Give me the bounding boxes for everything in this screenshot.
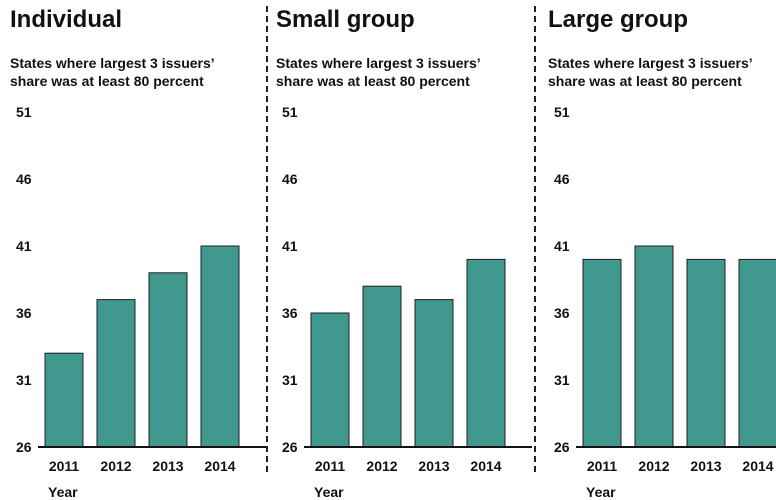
bar-2013	[414, 299, 454, 448]
x-tick-label: 2012	[638, 458, 669, 474]
chart-panel: Small group States where largest 3 issuer…	[276, 0, 532, 500]
y-tick-label: 46	[16, 171, 32, 187]
bar-chart: 26 31 36 41 46 51 2011 2012 2013 2014 Year	[16, 104, 266, 500]
y-tick-label: 41	[16, 238, 32, 254]
bar-chart: 26 31 36 41 46 51 2011 2012 2013 2014 Year	[554, 104, 776, 500]
x-tick-label: 2014	[204, 458, 235, 474]
x-tick-label: 2011	[587, 458, 618, 474]
x-tick-label: 2013	[418, 458, 449, 474]
bar-2013	[686, 258, 726, 448]
bar-2014	[466, 258, 506, 448]
y-tick-label: 26	[16, 439, 32, 455]
y-tick-label: 36	[554, 305, 570, 321]
panel-title: Small group	[276, 6, 415, 33]
bar-2011	[582, 258, 622, 448]
x-tick-label: 2011	[49, 458, 80, 474]
y-tick-label: 51	[282, 104, 298, 120]
y-tick-label: 36	[282, 305, 298, 321]
panel-subtitle: States where largest 3 issuers’ share was…	[10, 55, 215, 89]
x-tick-label: 2013	[152, 458, 183, 474]
x-tick-label: 2013	[690, 458, 721, 474]
panel-subtitle: States where largest 3 issuers’ share was…	[548, 55, 753, 89]
panel-divider	[534, 6, 536, 472]
bar-2012	[634, 245, 674, 448]
panel-subtitle: States where largest 3 issuers’ share was…	[276, 55, 481, 89]
bar-2011	[44, 352, 84, 448]
y-tick-label: 26	[282, 439, 298, 455]
y-tick-label: 46	[554, 171, 570, 187]
chart-panel: Large group States where largest 3 issuer…	[548, 0, 776, 500]
y-tick-label: 26	[554, 439, 570, 455]
panel-divider	[266, 6, 268, 472]
y-tick-label: 46	[282, 171, 298, 187]
bar-chart: 26 31 36 41 46 51 2011 2012 2013 2014 Year	[282, 104, 532, 500]
panel-title: Large group	[548, 6, 689, 33]
x-axis-label: Year	[314, 484, 344, 500]
x-tick-label: 2014	[470, 458, 501, 474]
x-axis-label: Year	[48, 484, 78, 500]
y-tick-label: 31	[554, 372, 570, 388]
y-tick-label: 51	[554, 104, 570, 120]
bar-2011	[310, 312, 350, 448]
y-tick-label: 51	[16, 104, 32, 120]
x-tick-label: 2011	[315, 458, 346, 474]
x-axis-label: Year	[586, 484, 616, 500]
bar-2013	[148, 272, 188, 448]
x-tick-label: 2012	[100, 458, 131, 474]
x-tick-label: 2014	[742, 458, 773, 474]
panel-title: Individual	[10, 6, 123, 33]
y-tick-label: 36	[16, 305, 32, 321]
y-tick-label: 41	[554, 238, 570, 254]
bar-2014	[738, 258, 776, 448]
bar-2014	[200, 245, 240, 448]
y-tick-label: 31	[16, 372, 32, 388]
x-tick-label: 2012	[366, 458, 397, 474]
y-tick-label: 41	[282, 238, 298, 254]
bar-2012	[96, 299, 136, 448]
y-tick-label: 31	[282, 372, 298, 388]
bar-2012	[362, 285, 402, 448]
chart-panel: Individual States where largest 3 issuers…	[10, 0, 266, 500]
